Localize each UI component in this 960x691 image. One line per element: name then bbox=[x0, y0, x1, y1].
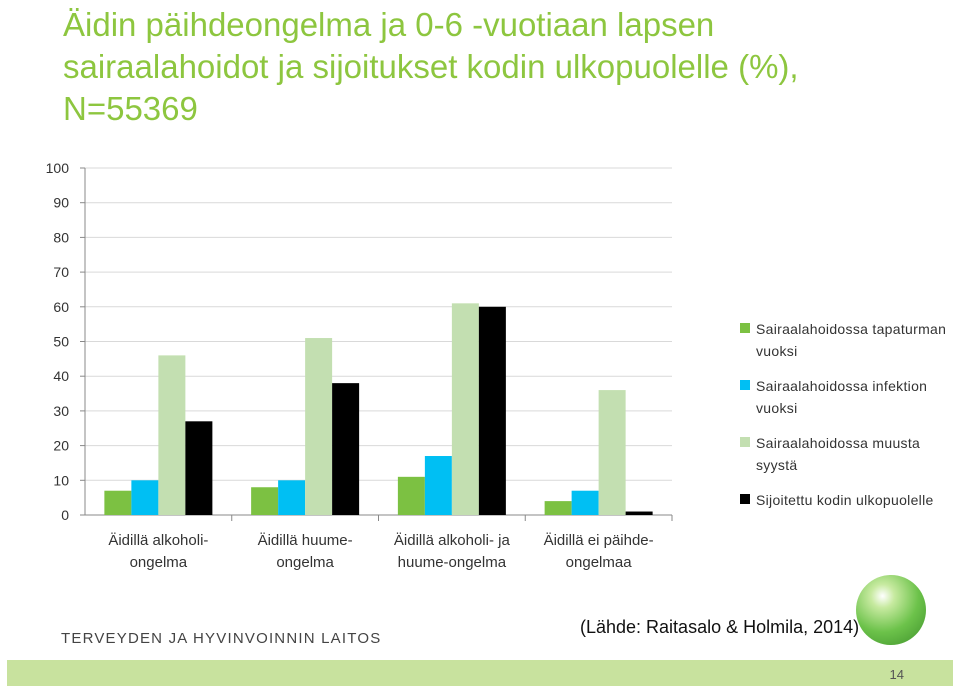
x-category-label: Äidillä ei päihde- bbox=[544, 532, 654, 549]
y-tick-label: 30 bbox=[53, 403, 69, 419]
legend-label: Sijoitettu kodin ulkopuolelle bbox=[756, 492, 934, 508]
bar bbox=[397, 476, 425, 515]
legend-swatch bbox=[740, 380, 750, 390]
y-tick-label: 100 bbox=[46, 160, 70, 176]
bar bbox=[424, 456, 452, 515]
x-category-label: ongelmaa bbox=[566, 554, 633, 571]
bar bbox=[251, 487, 279, 515]
legend-swatch bbox=[740, 323, 750, 333]
bar bbox=[185, 421, 213, 515]
legend-item: Sairaalahoidossa infektion vuoksi bbox=[740, 375, 950, 419]
bar bbox=[571, 490, 599, 515]
bar bbox=[451, 303, 479, 515]
organization-logo-text: TERVEYDEN JA HYVINVOINNIN LAITOS bbox=[61, 630, 382, 647]
x-category-label: ongelma bbox=[276, 554, 334, 571]
bar bbox=[158, 355, 186, 515]
y-tick-label: 80 bbox=[53, 229, 69, 245]
bar bbox=[131, 480, 159, 515]
legend-label: Sairaalahoidossa tapaturman vuoksi bbox=[756, 321, 947, 359]
legend-item: Sijoitettu kodin ulkopuolelle bbox=[740, 489, 950, 511]
bar bbox=[544, 501, 572, 515]
legend-swatch bbox=[740, 494, 750, 504]
y-tick-label: 40 bbox=[53, 368, 69, 384]
bar bbox=[478, 306, 506, 515]
logo-ball-icon bbox=[856, 575, 926, 645]
bar bbox=[305, 338, 333, 515]
slide-title: Äidin päihdeongelma ja 0-6 -vuotiaan lap… bbox=[63, 6, 799, 127]
bar bbox=[598, 390, 626, 515]
legend-item: Sairaalahoidossa muusta syystä bbox=[740, 432, 950, 476]
y-tick-label: 60 bbox=[53, 299, 69, 315]
y-tick-label: 20 bbox=[53, 438, 69, 454]
bar-chart: 0 10 20 30 40 50 60 70 80 90 100 Äidillä alkoholi-o… bbox=[46, 160, 673, 571]
bar bbox=[104, 490, 132, 515]
y-tick-label: 90 bbox=[53, 195, 69, 211]
bar bbox=[278, 480, 306, 515]
x-category-label: Äidillä alkoholi- bbox=[108, 532, 208, 549]
x-category-label: Äidillä alkoholi- ja bbox=[394, 532, 511, 549]
x-category-label: huume-ongelma bbox=[398, 554, 507, 571]
bottom-bar bbox=[7, 660, 953, 686]
legend-swatch bbox=[740, 437, 750, 447]
legend-label: Sairaalahoidossa infektion vuoksi bbox=[756, 378, 928, 416]
x-category-label: Äidillä huume- bbox=[258, 532, 353, 549]
chart-legend: Sairaalahoidossa tapaturman vuoksi Sairaa… bbox=[740, 318, 950, 524]
y-tick-label: 0 bbox=[61, 507, 69, 523]
y-tick-label: 10 bbox=[53, 472, 69, 488]
bar bbox=[625, 511, 653, 515]
bar bbox=[332, 383, 360, 515]
y-tick-label: 50 bbox=[53, 334, 69, 350]
source-citation: (Lähde: Raitasalo & Holmila, 2014) bbox=[580, 617, 860, 637]
legend-label: Sairaalahoidossa muusta syystä bbox=[756, 435, 921, 473]
legend-item: Sairaalahoidossa tapaturman vuoksi bbox=[740, 318, 950, 362]
x-category-label: ongelma bbox=[130, 554, 188, 571]
page-number: 14 bbox=[889, 667, 904, 682]
y-tick-label: 70 bbox=[53, 264, 69, 280]
